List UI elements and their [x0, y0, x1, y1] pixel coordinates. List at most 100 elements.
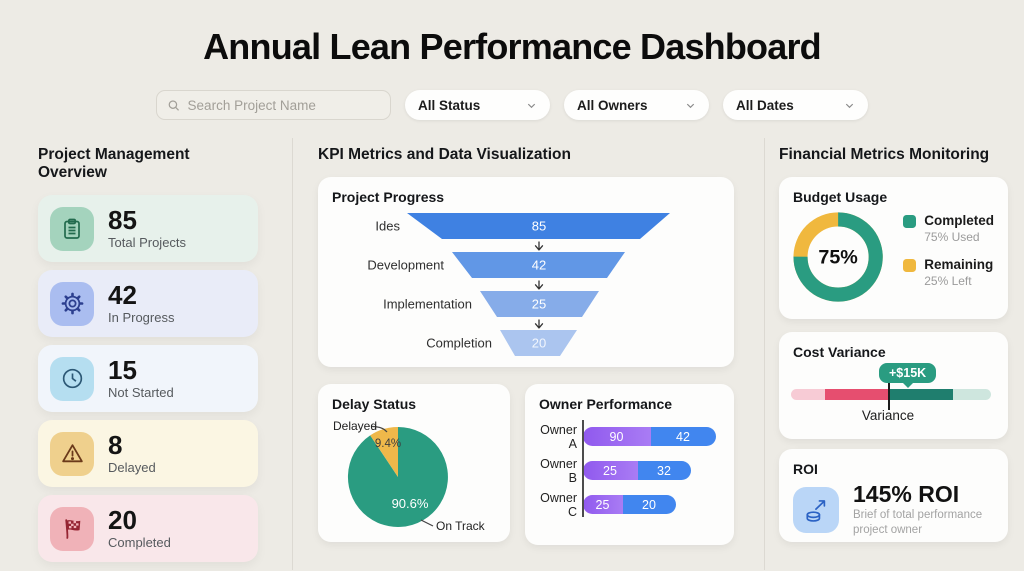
pie-slice-label: Delayed — [333, 419, 377, 433]
budget-usage-card: Budget Usage 75% Completed 75% Used — [779, 177, 1008, 319]
stat-value: 15 — [108, 354, 137, 385]
legend-item: Completed 75% Used — [903, 213, 994, 244]
budget-legend: Completed 75% Used Remaining 25% Left — [903, 213, 994, 301]
funnel-value: 42 — [532, 258, 546, 273]
project-progress-card: Project Progress 85 42 25 2 — [318, 177, 734, 367]
financial-column: Financial Metrics Monitoring Budget Usag… — [765, 138, 1024, 570]
funnel-arrow-icons — [534, 241, 544, 329]
search-input[interactable] — [187, 97, 380, 113]
variance-segment-green — [888, 389, 953, 400]
funnel-value: 20 — [532, 336, 546, 351]
search-box[interactable] — [156, 90, 391, 120]
bar-row: Owner A 90 42 — [539, 423, 720, 451]
status-filter-label: All Status — [418, 97, 481, 113]
kpi-heading: KPI Metrics and Data Visualization — [318, 146, 571, 163]
callout-line — [371, 425, 388, 433]
stat-card-completed: 20 Completed — [38, 495, 258, 562]
stat-value: 8 — [108, 429, 123, 460]
stat-card-not-started: 15 Not Started — [38, 345, 258, 412]
budget-title: Budget Usage — [793, 189, 888, 205]
owners-filter-dropdown[interactable]: All Owners — [564, 90, 709, 120]
variance-segment-light-red — [791, 389, 825, 400]
funnel-stage-label: Ides — [375, 219, 400, 234]
delay-status-card: Delay Status Delayed 9.4% 90.6% On Track — [318, 384, 510, 542]
stat-label: Not Started — [108, 385, 174, 401]
funnel-stage-label: Implementation — [383, 297, 472, 312]
dates-filter-label: All Dates — [736, 97, 794, 113]
bar-category-label: Owner A — [540, 422, 577, 451]
bar-row: Owner B 25 32 — [539, 457, 720, 485]
funnel-title: Project Progress — [332, 189, 445, 205]
roi-card: ROI 145% ROI Brief of total performance … — [779, 449, 1008, 542]
stat-label: Total Projects — [108, 235, 187, 251]
bar-segment: 25 — [582, 495, 623, 514]
stat-value: 85 — [108, 204, 137, 235]
pie-title: Delay Status — [332, 396, 417, 412]
cost-variance-card: Cost Variance +$15K Variance — [779, 332, 1008, 439]
bar-segment: 90 — [582, 427, 651, 446]
checkered-flag-icon — [50, 506, 94, 551]
roi-value: 145% ROI — [853, 481, 960, 507]
funnel-value: 25 — [532, 297, 546, 312]
stat-label: Delayed — [108, 460, 156, 476]
legend-swatch-completed — [903, 215, 917, 228]
legend-name: Completed — [924, 213, 994, 228]
stat-label: Completed — [108, 535, 171, 551]
variance-center-line — [888, 376, 890, 410]
dates-filter-dropdown[interactable]: All Dates — [723, 90, 868, 120]
roi-note: Brief of total performance project owner — [853, 509, 983, 537]
page-title: Annual Lean Performance Dashboard — [203, 26, 822, 67]
variance-title: Cost Variance — [793, 344, 886, 360]
bar-row: Owner C 25 20 — [539, 491, 720, 519]
bar-segment: 42 — [650, 427, 716, 446]
stat-value: 42 — [108, 279, 137, 310]
variance-bar — [791, 389, 991, 400]
pie-slice-pct: 90.6% — [392, 496, 429, 511]
warning-triangle-icon — [50, 431, 94, 476]
budget-donut-chart: 75% — [793, 212, 883, 302]
funnel-stage-label: Development — [367, 258, 444, 273]
variance-badge: +$15K — [879, 363, 937, 383]
bar-category-label: Owner B — [540, 456, 577, 485]
legend-item: Remaining 25% Left — [903, 257, 994, 288]
legend-detail: 75% Used — [924, 230, 980, 244]
stat-card-total-projects: 85 Total Projects — [38, 195, 258, 262]
bar-segment: 20 — [622, 495, 676, 514]
stat-value: 20 — [108, 504, 137, 535]
dashboard-body: Project Management Overview 85 Total Pro… — [0, 138, 1024, 570]
legend-name: Remaining — [924, 257, 994, 272]
bar-category-label: Owner C — [540, 490, 577, 519]
chevron-down-icon — [845, 103, 854, 108]
gear-icon — [50, 281, 94, 326]
variance-axis-label: Variance — [861, 408, 915, 423]
search-icon — [168, 99, 180, 111]
owner-bar-chart: Owner A 90 42 Owner B 25 32 — [539, 420, 720, 519]
bars-title: Owner Performance — [539, 396, 673, 412]
legend-detail: 25% Left — [924, 274, 972, 288]
owner-performance-card: Owner Performance Owner A 90 42 Owner B — [525, 384, 734, 545]
status-filter-dropdown[interactable]: All Status — [405, 90, 550, 120]
stat-label: In Progress — [108, 310, 175, 326]
clock-icon — [50, 356, 94, 401]
chevron-down-icon — [686, 103, 695, 108]
funnel-chart: 85 42 25 20 Ides Development Implementat… — [367, 213, 670, 356]
delay-pie-chart: Delayed 9.4% 90.6% On Track — [333, 419, 486, 533]
bar-segment: 32 — [637, 461, 691, 480]
stat-card-in-progress: 42 In Progress — [38, 270, 258, 337]
callout-line — [420, 519, 434, 527]
roi-title: ROI — [793, 461, 818, 477]
overview-heading: Project Management Overview — [38, 146, 190, 181]
clipboard-icon — [50, 206, 94, 251]
stat-card-delayed: 8 Delayed — [38, 420, 258, 487]
pie-slice-pct: 9.4% — [375, 438, 401, 450]
filter-bar: All Status All Owners All Dates — [0, 90, 1024, 120]
bar-segment: 25 — [582, 461, 638, 480]
chevron-down-icon — [527, 103, 536, 108]
financial-heading: Financial Metrics Monitoring — [779, 146, 990, 163]
pie-slice-label: On Track — [436, 519, 486, 533]
funnel-value: 85 — [532, 219, 546, 234]
funnel-stage-label: Completion — [426, 336, 492, 351]
owners-filter-label: All Owners — [577, 97, 648, 113]
project-overview-column: Project Management Overview 85 Total Pro… — [0, 138, 292, 570]
